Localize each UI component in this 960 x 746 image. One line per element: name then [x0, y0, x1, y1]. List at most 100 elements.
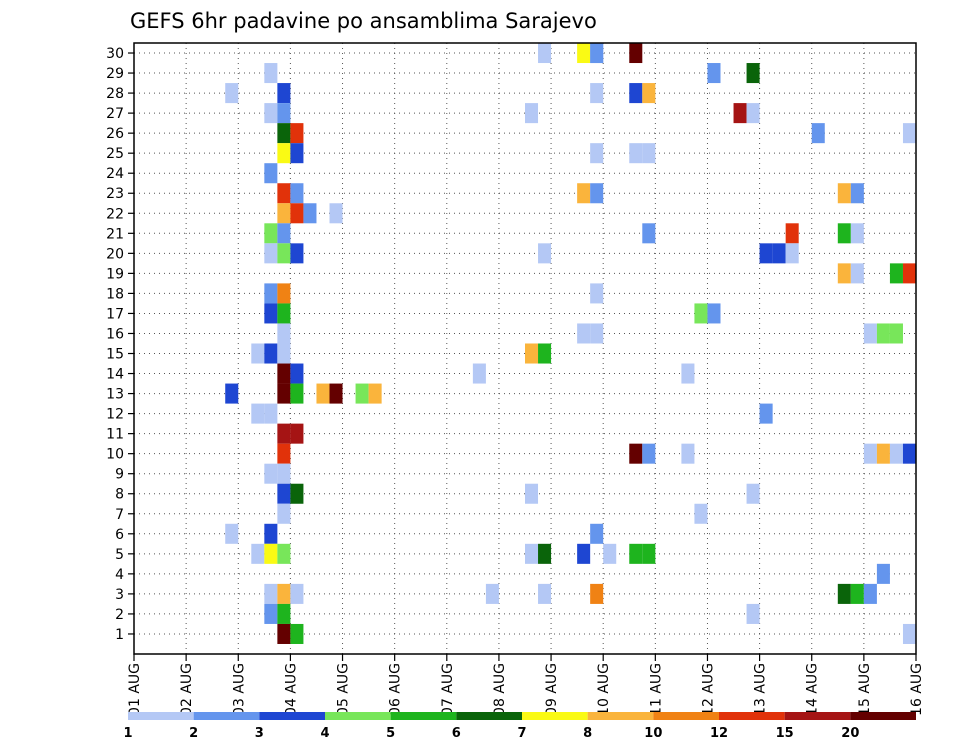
precip-cell: [277, 83, 291, 104]
precip-cell: [746, 483, 760, 504]
precip-cell: [850, 183, 864, 204]
precip-cell: [707, 63, 721, 84]
precip-cell: [889, 263, 903, 284]
plot-frame: [133, 42, 917, 655]
colorbar-swatch: [193, 712, 260, 720]
y-tick-label: 20: [106, 246, 124, 262]
colorbar-swatch: [850, 712, 916, 720]
precip-cell: [577, 43, 591, 64]
precip-cell: [368, 383, 382, 404]
y-tick-label: 30: [106, 46, 124, 62]
x-tick-label: 08 AUG: [492, 663, 508, 716]
precip-cell: [264, 523, 278, 544]
precip-cell: [863, 443, 877, 464]
colorbar-label: 5: [386, 726, 395, 741]
precip-cell: [902, 623, 916, 644]
precip-cell: [290, 383, 304, 404]
precip-cell: [277, 243, 291, 264]
colorbar-swatch: [653, 712, 719, 720]
precip-cell: [746, 603, 760, 624]
precip-cell: [264, 63, 278, 84]
precip-cell: [889, 323, 903, 344]
colorbar-swatch: [587, 712, 654, 720]
precip-cell: [629, 43, 643, 64]
x-tick-label: 10 AUG: [596, 663, 612, 716]
colorbar-label: 8: [583, 726, 592, 741]
precip-cell: [251, 543, 265, 564]
precip-cell: [694, 303, 708, 324]
precip-cell: [889, 443, 903, 464]
precip-cell: [277, 583, 291, 604]
precip-cell: [485, 583, 499, 604]
precip-cell: [642, 223, 656, 244]
precip-cell: [772, 243, 786, 264]
precip-cell: [837, 583, 851, 604]
x-tick-label: 15 AUG: [857, 663, 873, 716]
precip-cell: [277, 143, 291, 164]
precip-cell: [251, 403, 265, 424]
precip-cell: [876, 563, 890, 584]
colorbar-swatch: [719, 712, 785, 720]
precip-cell: [264, 103, 278, 124]
y-tick-label: 14: [106, 367, 124, 383]
colorbar-label: 20: [841, 726, 859, 741]
colorbar-swatch: [259, 712, 325, 720]
colorbar-label: 7: [517, 726, 526, 741]
precip-cell: [472, 363, 486, 384]
precip-cell: [277, 483, 291, 504]
precip-cell: [277, 123, 291, 144]
precip-cell: [316, 383, 330, 404]
x-tick-label: 07 AUG: [440, 663, 456, 716]
x-tick-label: 14 AUG: [805, 663, 821, 716]
precip-cell: [577, 183, 591, 204]
precip-cell: [642, 143, 656, 164]
precip-cell: [876, 323, 890, 344]
precip-cell: [277, 343, 291, 364]
precip-cell: [277, 503, 291, 524]
chart-title: GEFS 6hr padavine po ansamblima Sarajevo: [130, 9, 597, 33]
precip-cell: [277, 543, 291, 564]
precip-cell: [629, 143, 643, 164]
precip-cell: [264, 343, 278, 364]
precip-cell: [538, 543, 552, 564]
x-axis: 01 AUG 02 AUG 03 AUG 04 AUG 05 AUG 06 AUG 07 A…: [127, 654, 925, 716]
colorbar-label: 2: [189, 726, 198, 741]
precip-cell: [277, 623, 291, 644]
precip-cell: [590, 143, 604, 164]
y-tick-label: 5: [115, 547, 124, 563]
precip-cell: [538, 43, 552, 64]
colorbar-legend: 1 2 3 4 5 6 7 8 10 12 15 20: [123, 712, 916, 741]
y-tick-label: 27: [106, 106, 124, 122]
cell-layer: [225, 43, 916, 644]
precip-cell: [759, 243, 773, 264]
precip-cell: [850, 263, 864, 284]
colorbar-label: 15: [776, 726, 794, 741]
y-axis: 1234567891011121314151617181920212223242…: [106, 46, 134, 643]
precip-cell: [290, 623, 304, 644]
precip-cell: [303, 203, 317, 224]
colorbar-swatch: [128, 712, 194, 720]
precip-cell: [525, 483, 539, 504]
precip-cell: [746, 103, 760, 124]
precip-cell: [642, 443, 656, 464]
precip-cell: [264, 243, 278, 264]
precip-cell: [629, 83, 643, 104]
precip-cell: [837, 183, 851, 204]
y-tick-label: 13: [106, 387, 124, 403]
colorbar-swatch: [390, 712, 457, 720]
precip-cell: [277, 463, 291, 484]
colorbar-label: 1: [123, 726, 132, 741]
precip-cell: [850, 223, 864, 244]
precip-cell: [290, 483, 304, 504]
precip-cell: [225, 523, 239, 544]
precip-cell: [277, 443, 291, 464]
y-tick-label: 9: [115, 467, 124, 483]
precip-cell: [264, 583, 278, 604]
precip-cell: [329, 383, 343, 404]
x-tick-label: 05 AUG: [336, 663, 352, 716]
precip-cell: [590, 83, 604, 104]
precip-cell: [538, 583, 552, 604]
y-tick-label: 11: [106, 427, 124, 443]
